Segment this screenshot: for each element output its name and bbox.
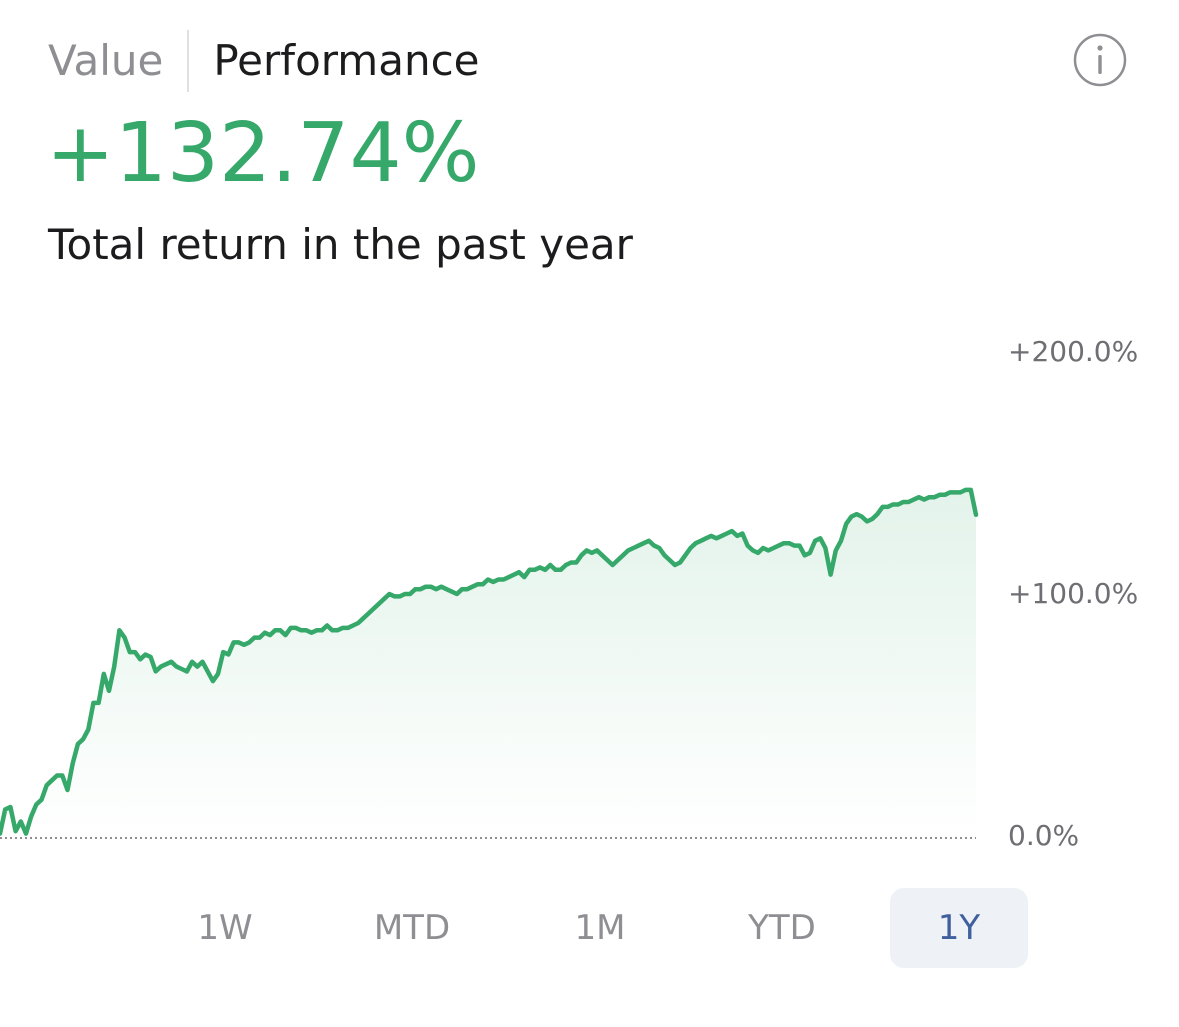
performance-chart	[0, 487, 979, 839]
total-return-value: +132.74%	[46, 106, 480, 201]
range-mtd-button[interactable]: MTD	[373, 908, 451, 948]
performance-area-fill	[0, 489, 976, 836]
time-range-selector: 1W MTD 1M YTD 1Y	[0, 888, 1179, 970]
info-circle-icon	[1073, 33, 1127, 87]
y-tick-label: +100.0%	[1008, 577, 1139, 610]
y-tick-label: 0.0%	[1008, 819, 1080, 852]
tab-value[interactable]: Value	[48, 36, 164, 85]
view-tabs: Value Performance	[48, 30, 480, 92]
range-1m-button[interactable]: 1M	[574, 908, 626, 948]
range-1w-button[interactable]: 1W	[197, 908, 253, 948]
total-return-caption: Total return in the past year	[48, 220, 633, 269]
range-ytd-button[interactable]: YTD	[748, 908, 816, 948]
y-tick-label: +200.0%	[1008, 335, 1139, 368]
tab-divider	[187, 30, 190, 92]
tab-performance[interactable]: Performance	[213, 36, 480, 85]
info-button[interactable]	[1073, 33, 1127, 87]
performance-line	[0, 487, 979, 836]
range-1y-button[interactable]: 1Y	[890, 888, 1028, 968]
